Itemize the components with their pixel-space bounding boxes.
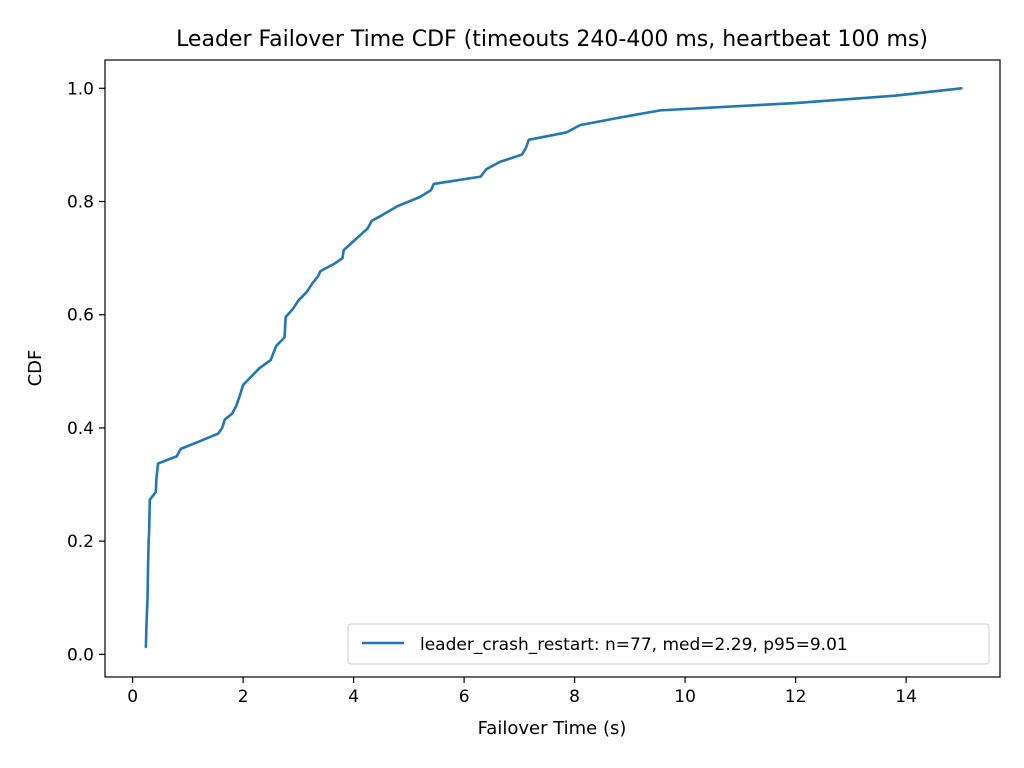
x-axis-label: Failover Time (s) — [478, 718, 627, 739]
plot-area-frame — [104, 59, 1001, 678]
y-tick-label: 1.0 — [67, 79, 94, 99]
x-tick-label: 2 — [238, 687, 249, 707]
y-tick-label: 0.6 — [67, 306, 94, 326]
legend-box — [347, 623, 990, 665]
x-tick-label: 4 — [348, 687, 359, 707]
x-tick-label: 10 — [674, 687, 696, 707]
series-layer — [144, 87, 963, 649]
x-tick-label: 0 — [127, 687, 138, 707]
chart-title: Leader Failover Time CDF (timeouts 240-4… — [176, 27, 928, 52]
y-axis-label: CDF — [25, 350, 46, 387]
y-tick-label: 0.0 — [67, 645, 94, 665]
x-tick-label: 6 — [459, 687, 470, 707]
y-tick-label: 0.8 — [67, 193, 94, 213]
x-tick-label: 8 — [569, 687, 580, 707]
series-line — [144, 87, 963, 649]
x-tick-label: 12 — [785, 687, 807, 707]
y-axis-ticks: 0.0 0.2 0.4 0.6 0.8 1.0 — [67, 79, 105, 665]
x-tick-label: 14 — [895, 687, 917, 707]
x-axis-ticks: 0 2 4 6 8 10 12 14 — [127, 677, 917, 707]
legend-label: leader_crash_restart: n=77, med=2.29, p9… — [420, 635, 848, 655]
y-tick-label: 0.2 — [67, 532, 94, 552]
legend: leader_crash_restart: n=77, med=2.29, p9… — [347, 623, 990, 665]
y-tick-label: 0.4 — [67, 419, 94, 439]
